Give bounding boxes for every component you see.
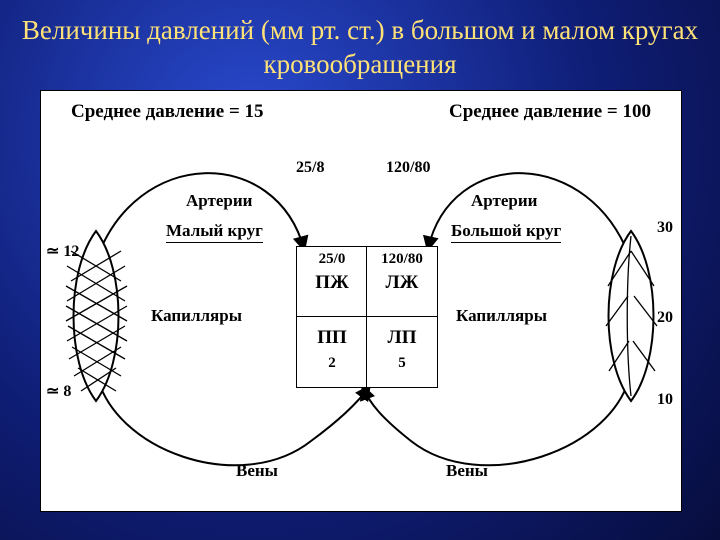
la-pressure: 5 xyxy=(367,355,437,372)
p-right-20: 20 xyxy=(657,309,673,327)
capillaries-right: Капилляры xyxy=(456,306,547,326)
p-right-10: 10 xyxy=(657,391,673,409)
ra-label: ПП xyxy=(297,327,367,349)
heart-cell-lv: 120/80 ЛЖ xyxy=(366,246,438,318)
lv-label: ЛЖ xyxy=(367,272,437,294)
small-circuit-label: Малый круг xyxy=(166,221,263,243)
avg-pressure-left: Среднее давление = 15 xyxy=(71,101,264,123)
veins-right: Вены xyxy=(446,461,488,481)
p-right-30: 30 xyxy=(657,219,673,237)
large-circuit-label: Большой круг xyxy=(451,221,561,243)
capillaries-left: Капилляры xyxy=(151,306,242,326)
avg-pressure-right: Среднее давление = 100 xyxy=(449,101,651,123)
lv-pressure: 120/80 xyxy=(367,251,437,268)
p-left-artery: 25/8 xyxy=(296,159,324,177)
slide-title: Величины давлений (мм рт. ст.) в большом… xyxy=(0,14,720,82)
heart-cell-rv: 25/0 ПЖ xyxy=(296,246,368,318)
heart-cell-la: ЛП 5 xyxy=(366,316,438,388)
diagram-panel: 25/0 ПЖ 120/80 ЛЖ ПП 2 ЛП 5 Среднее давл… xyxy=(40,90,682,512)
right-capillary-bed xyxy=(606,231,657,401)
arteries-right: Артерии xyxy=(471,191,537,211)
veins-left: Вены xyxy=(236,461,278,481)
heart-cell-ra: ПП 2 xyxy=(296,316,368,388)
p-left-vein: ≃ 8 xyxy=(46,381,71,401)
rv-pressure: 25/0 xyxy=(297,251,367,268)
p-left-cap: ≃ 12 xyxy=(46,241,79,261)
slide-background: Величины давлений (мм рт. ст.) в большом… xyxy=(0,0,720,540)
ra-pressure: 2 xyxy=(297,355,367,372)
rv-label: ПЖ xyxy=(297,272,367,294)
arteries-left: Артерии xyxy=(186,191,252,211)
la-label: ЛП xyxy=(367,327,437,349)
p-right-artery: 120/80 xyxy=(386,159,430,177)
